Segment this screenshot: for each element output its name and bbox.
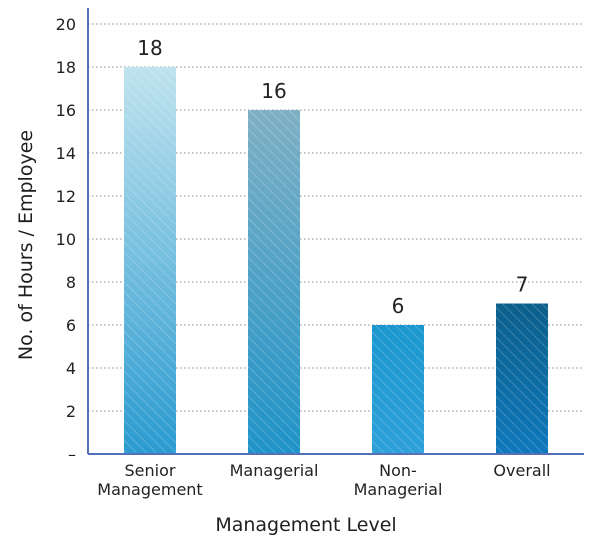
x-tick-label: Non- — [379, 461, 417, 480]
y-axis-title: No. of Hours / Employee — [15, 130, 37, 360]
x-tick-label: Managerial — [354, 480, 443, 499]
y-tick-label: 18 — [56, 58, 76, 77]
y-tick-label: 14 — [56, 144, 76, 163]
data-label: 16 — [261, 79, 286, 103]
axes — [87, 8, 584, 455]
y-tick-label: 10 — [56, 230, 76, 249]
data-label: 6 — [392, 294, 405, 318]
x-tick-label: Management — [97, 480, 202, 499]
y-tick-labels: – 2 4 6 8 10 12 14 16 18 20 — [56, 15, 76, 464]
data-label: 7 — [516, 273, 529, 297]
data-label: 18 — [137, 36, 162, 60]
y-tick-label: 16 — [56, 101, 76, 120]
bar-hatch — [372, 325, 424, 454]
bar-hatch — [124, 67, 176, 454]
data-labels: 18 16 6 7 — [137, 36, 528, 318]
bars — [124, 67, 548, 454]
y-tick-label: 6 — [66, 316, 76, 335]
x-tick-label: Managerial — [230, 461, 319, 480]
x-tick-label: Senior — [125, 461, 176, 480]
bar-hatch — [248, 110, 300, 454]
y-tick-label: 20 — [56, 15, 76, 34]
y-tick-label: – — [68, 445, 76, 464]
y-tick-label: 2 — [66, 402, 76, 421]
bar-hatch — [496, 303, 548, 454]
y-tick-label: 8 — [66, 273, 76, 292]
x-tick-label: Overall — [493, 461, 550, 480]
y-tick-label: 4 — [66, 359, 76, 378]
x-axis-title: Management Level — [215, 514, 396, 536]
y-tick-label: 12 — [56, 187, 76, 206]
